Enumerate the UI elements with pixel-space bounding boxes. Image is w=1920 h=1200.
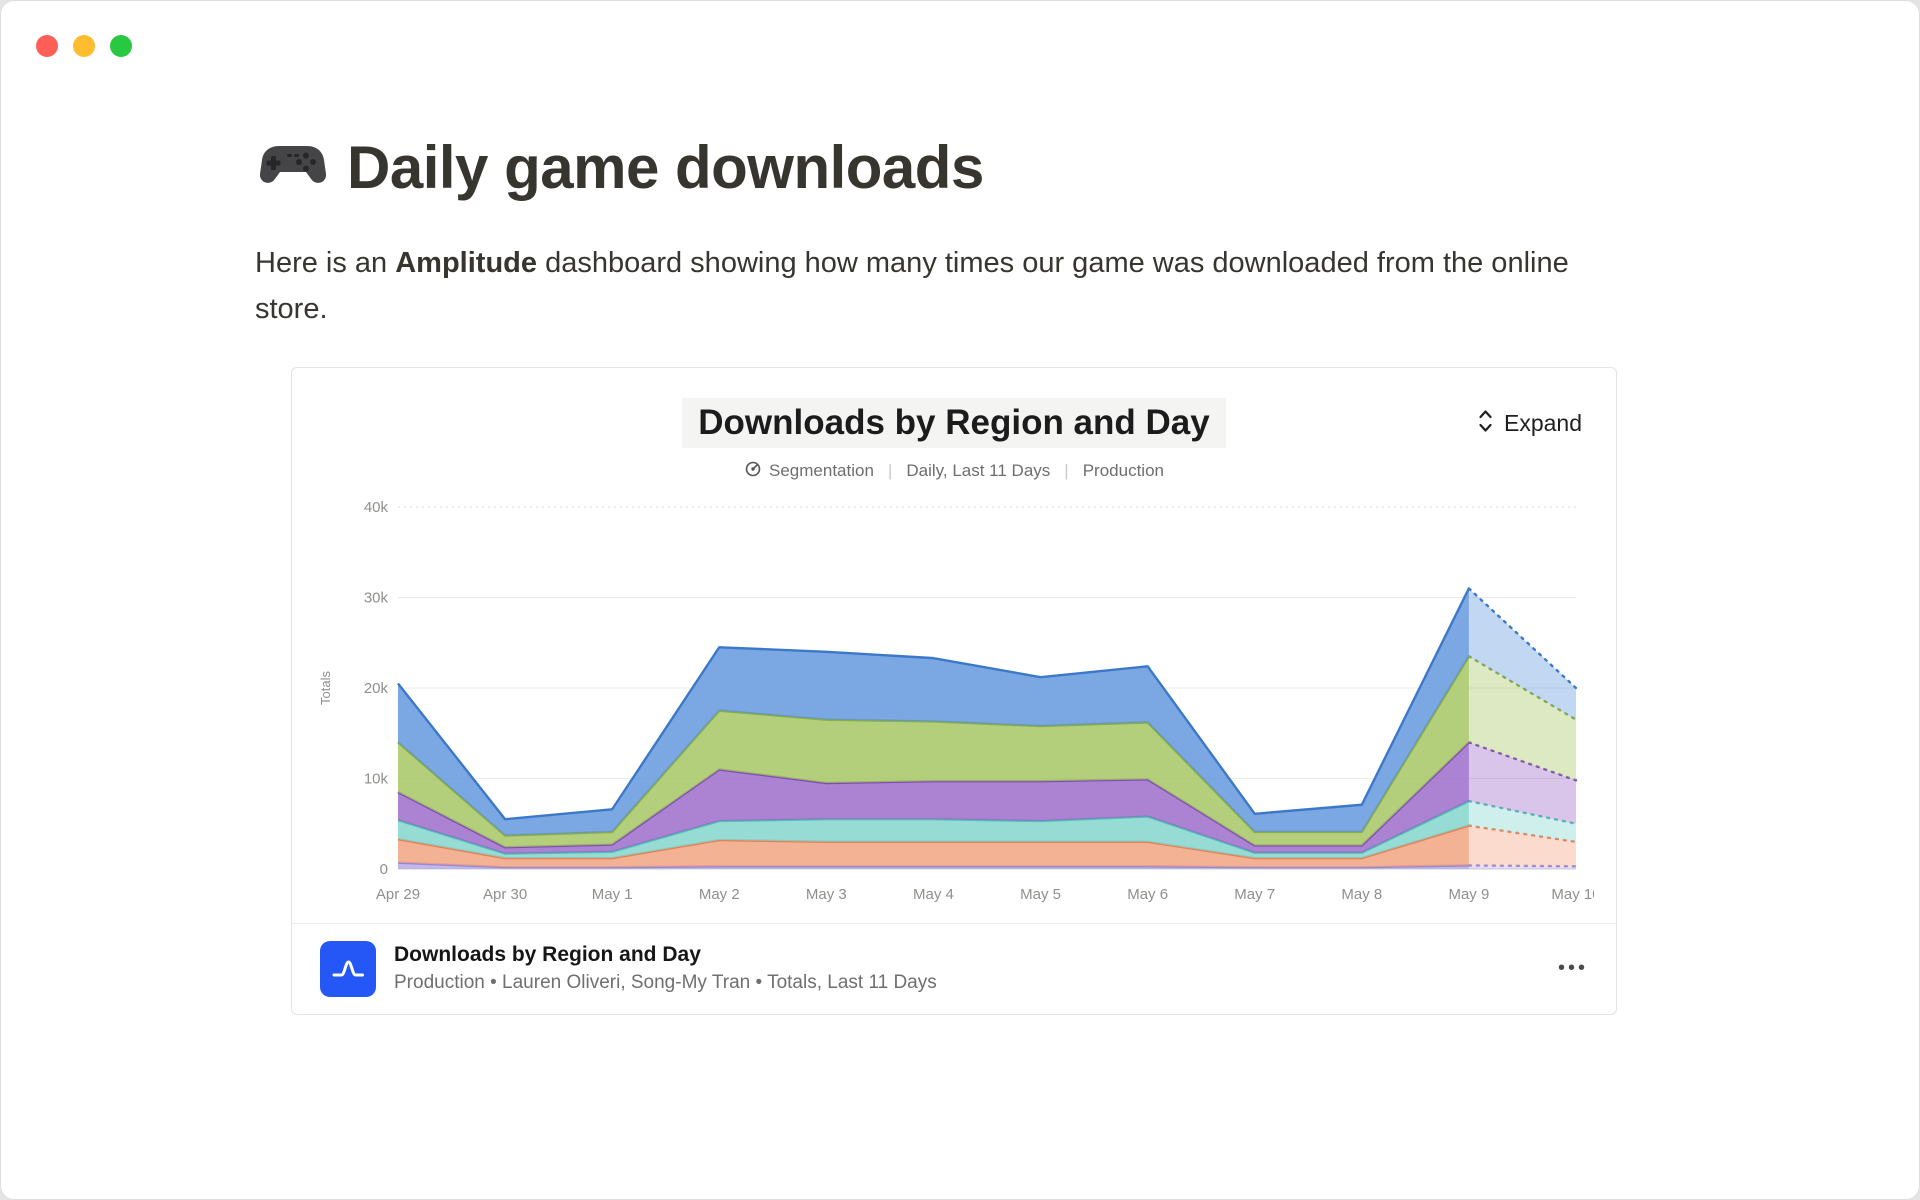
footer-chart-title: Downloads by Region and Day (394, 943, 701, 967)
expand-icon (1477, 408, 1494, 440)
chart-meta-row: Segmentation | Daily, Last 11 Days | Pro… (292, 460, 1616, 483)
svg-text:May 10: May 10 (1551, 886, 1594, 903)
svg-text:May 5: May 5 (1020, 886, 1061, 903)
svg-text:0: 0 (380, 861, 388, 878)
meta-separator: | (887, 461, 893, 481)
svg-text:May 6: May 6 (1127, 886, 1168, 903)
svg-text:Apr 29: Apr 29 (376, 886, 420, 903)
traffic-light-zoom-button[interactable] (110, 35, 132, 57)
chart-section: Downloads by Region and Day Expand (292, 368, 1616, 923)
svg-text:May 4: May 4 (913, 886, 954, 903)
svg-text:30k: 30k (364, 589, 389, 606)
more-options-button[interactable]: ••• (1557, 957, 1588, 980)
chart-header: Downloads by Region and Day (292, 397, 1616, 448)
segmentation-meta: Segmentation (744, 460, 874, 483)
svg-text:20k: 20k (364, 680, 389, 697)
page-title: Daily game downloads (259, 133, 1920, 202)
page-content: Daily game downloads Here is an Amplitud… (0, 133, 1920, 1015)
svg-text:May 2: May 2 (699, 886, 740, 903)
segmentation-icon (744, 460, 762, 483)
svg-text:May 1: May 1 (592, 886, 633, 903)
amplitude-logo (320, 940, 376, 997)
page-title-text: Daily game downloads (347, 134, 984, 201)
card-footer: Downloads by Region and Day Production •… (292, 922, 1616, 1014)
meta-separator: | (1064, 461, 1069, 481)
date-range-label: Daily, Last 11 Days (906, 461, 1051, 481)
svg-text:May 9: May 9 (1448, 886, 1489, 903)
chart-title: Downloads by Region and Day (682, 397, 1226, 448)
stacked-area-chart[interactable]: 0 10k 20k 30k 40k Apr 29 Apr 30 May 1 May 2 May 3… (314, 493, 1594, 913)
intro-bold: Amplitude (395, 247, 538, 279)
svg-text:Totals: Totals (318, 670, 333, 704)
traffic-light-minimize-button[interactable] (73, 35, 95, 57)
svg-text:May 3: May 3 (806, 886, 847, 903)
footer-chart-subtitle: Production • Lauren Oliveri, Song-My Tra… (394, 972, 937, 994)
svg-text:May 8: May 8 (1341, 886, 1382, 903)
game-controller-emoji-icon (259, 133, 327, 202)
expand-button[interactable]: Expand (1477, 408, 1582, 440)
traffic-light-close-button[interactable] (36, 35, 58, 57)
intro-suffix: dashboard showing how many times our gam… (255, 247, 1569, 326)
footer-text: Downloads by Region and Day Production •… (394, 943, 937, 994)
intro-prefix: Here is an (255, 247, 396, 279)
intro-paragraph: Here is an Amplitude dashboard showing h… (255, 240, 1635, 333)
svg-text:10k: 10k (364, 770, 389, 787)
expand-button-label: Expand (1503, 410, 1582, 437)
window-titlebar (0, 0, 1920, 57)
svg-text:Apr 30: Apr 30 (483, 886, 527, 903)
environment-label: Production (1082, 461, 1164, 481)
svg-text:40k: 40k (364, 499, 389, 516)
amplitude-embed-card: Downloads by Region and Day Expand (291, 366, 1617, 1015)
segmentation-label: Segmentation (769, 461, 874, 481)
svg-text:May 7: May 7 (1234, 886, 1275, 903)
